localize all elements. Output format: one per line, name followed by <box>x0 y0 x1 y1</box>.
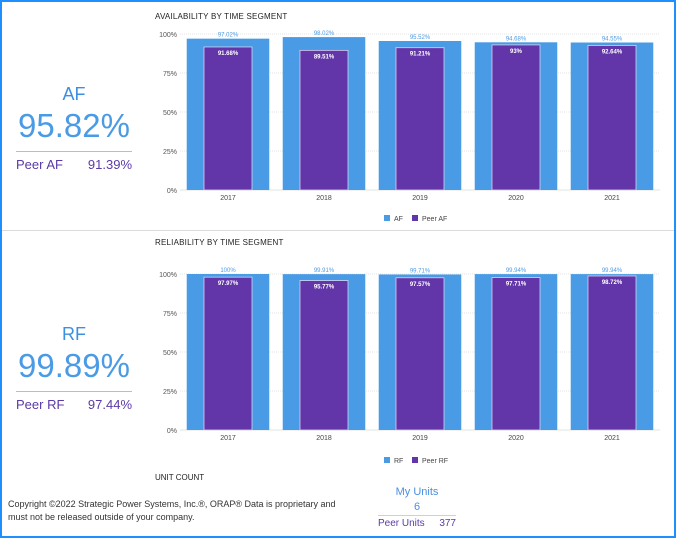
data-label-peer: 97.97% <box>218 281 239 287</box>
data-label-primary: 99.94% <box>602 268 623 274</box>
y-tick-label: 75% <box>163 311 177 318</box>
reliability-chart: 0% 25% 50% 75% 100% 100% 97.97% 2017 99.91% 95.77… <box>159 268 660 465</box>
legend-label-peer: Peer RF <box>422 458 448 465</box>
peer-units-row: Peer Units 377 <box>378 515 456 529</box>
reliability-chart-title: RELIABILITY BY TIME SEGMENT <box>155 238 284 247</box>
data-label-primary: 100% <box>220 268 236 274</box>
units-panel: My Units 6 Peer Units 377 <box>378 486 456 529</box>
data-label-peer: 91.21% <box>410 52 431 58</box>
legend-swatch-primary <box>384 457 390 463</box>
data-label-primary: 95.52% <box>410 35 431 41</box>
bar-peer <box>203 46 253 191</box>
bar-peer <box>203 276 253 431</box>
data-label-primary: 99.91% <box>314 268 335 274</box>
bar-peer <box>299 49 349 191</box>
y-tick-label: 25% <box>163 389 177 396</box>
data-label-peer: 97.71% <box>506 282 527 288</box>
peer-af-row: Peer AF 91.39% <box>16 151 132 172</box>
my-units-value: 6 <box>413 501 421 513</box>
data-label-primary: 99.71% <box>410 268 431 274</box>
bar-peer <box>395 47 445 191</box>
data-label-primary: 98.02% <box>314 31 335 37</box>
x-tick-label: 2020 <box>508 435 524 442</box>
legend-label-primary: RF <box>394 458 403 465</box>
peer-units-value: 377 <box>439 518 456 529</box>
availability-chart-title: AVAILABILITY BY TIME SEGMENT <box>155 12 288 21</box>
section-divider <box>2 230 674 231</box>
copyright-footer: Copyright ©2022 Strategic Power Systems,… <box>8 499 336 522</box>
peer-rf-value: 97.44% <box>87 397 132 412</box>
bar-peer <box>299 280 349 431</box>
data-label-primary: 94.55% <box>602 37 623 43</box>
rf-code: RF <box>62 324 86 344</box>
y-tick-label: 100% <box>159 272 177 279</box>
legend-swatch-peer <box>412 215 418 221</box>
data-label-peer: 97.57% <box>410 282 431 288</box>
af-kpi-card: AF 95.82% Peer AF 91.39% <box>16 84 132 172</box>
x-tick-label: 2018 <box>316 195 332 202</box>
x-tick-label: 2018 <box>316 435 332 442</box>
peer-rf-label: Peer RF <box>16 397 65 412</box>
y-tick-label: 0% <box>167 188 177 195</box>
unit-count-title: UNIT COUNT <box>155 473 205 482</box>
y-tick-label: 25% <box>163 149 177 156</box>
bar-peer <box>395 277 445 431</box>
legend-label-primary: AF <box>394 216 403 223</box>
x-tick-label: 2020 <box>508 195 524 202</box>
rf-value: 99.89% <box>18 347 130 384</box>
bar-peer <box>491 44 541 191</box>
y-tick-label: 0% <box>167 428 177 435</box>
data-label-primary: 99.94% <box>506 268 527 274</box>
peer-units-label: Peer Units <box>378 518 425 529</box>
data-label-primary: 97.02% <box>218 33 239 39</box>
af-code: AF <box>62 84 86 104</box>
x-tick-label: 2019 <box>412 435 428 442</box>
data-label-peer: 92.64% <box>602 49 623 55</box>
x-tick-label: 2021 <box>604 195 620 202</box>
y-tick-label: 100% <box>159 32 177 39</box>
legend-swatch-primary <box>384 215 390 221</box>
data-label-peer: 89.51% <box>314 54 335 60</box>
data-label-peer: 93% <box>510 49 523 55</box>
bar-peer <box>587 275 637 431</box>
y-tick-label: 75% <box>163 71 177 78</box>
peer-rf-row: Peer RF 97.44% <box>16 391 132 412</box>
af-value: 95.82% <box>18 107 130 144</box>
x-tick-label: 2017 <box>220 435 236 442</box>
bar-peer <box>491 277 541 431</box>
my-units-label: My Units <box>395 486 439 498</box>
y-tick-label: 50% <box>163 110 177 117</box>
data-label-peer: 98.72% <box>602 280 623 286</box>
data-label-primary: 94.68% <box>506 36 527 42</box>
legend-label-peer: Peer AF <box>422 216 447 223</box>
data-label-peer: 95.77% <box>314 285 335 291</box>
x-tick-label: 2021 <box>604 435 620 442</box>
legend-swatch-peer <box>412 457 418 463</box>
availability-chart: 0% 25% 50% 75% 100% 97.02% 91.68% 2017 98.02% 89.… <box>159 31 660 223</box>
bar-peer <box>587 45 637 191</box>
x-tick-label: 2017 <box>220 195 236 202</box>
y-tick-label: 50% <box>163 350 177 357</box>
data-label-peer: 91.68% <box>218 51 239 57</box>
rf-kpi-card: RF 99.89% Peer RF 97.44% <box>16 324 132 412</box>
x-tick-label: 2019 <box>412 195 428 202</box>
peer-af-value: 91.39% <box>87 157 132 172</box>
peer-af-label: Peer AF <box>16 157 63 172</box>
